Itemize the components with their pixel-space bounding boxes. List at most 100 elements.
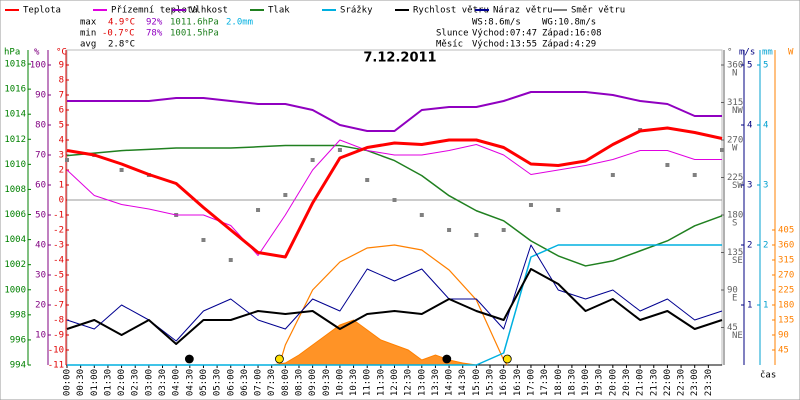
legend-label: Náraz větru [493,6,553,16]
legend-label: Přízemní teplota [111,6,198,16]
y-tick-label: 996 [10,335,26,345]
y-tick-label: 405 [778,226,794,236]
wind-speed: WS:8.6m/s [472,18,521,28]
direction-point [474,233,479,237]
y-tick-label: 2 [763,241,768,251]
x-tick-label: 15:00 [472,369,482,396]
x-axis-label: čas [760,370,776,381]
x-tick-label: 10:00 [335,369,345,396]
x-tick-label: 13:00 [417,369,427,396]
direction-point [65,158,69,162]
x-tick-label: 10:30 [349,369,359,396]
y-tick-label: 7 [59,91,64,101]
direction-point [283,193,288,197]
y-tick-label: 270 [727,136,743,146]
y-tick-label: 6 [59,106,64,116]
x-tick-label: 22:30 [677,369,687,396]
x-tick-label: 05:00 [199,369,209,396]
compass-label: E [732,294,737,304]
y-tick-label: -11 [48,361,64,371]
y-tick-label: 1010 [4,160,26,170]
x-tick-label: 06:30 [240,369,250,396]
axis-unit: ° [727,48,732,58]
direction-point [119,168,124,172]
moon-set: Západ:4:29 [542,40,596,50]
x-tick-label: 15:30 [486,369,496,396]
wind-gust: WG:10.8m/s [542,18,596,28]
x-tick-label: 12:30 [404,369,414,396]
y-tick-label: 10 [35,331,46,341]
direction-point [501,228,506,232]
direction-point [419,213,424,217]
y-tick-label: 1018 [4,60,26,70]
x-tick-label: 13:30 [431,369,441,396]
legend-label: Teplota [23,6,61,16]
y-tick-label: -3 [53,241,64,251]
y-tick-label: 135 [727,248,743,258]
x-tick-label: 22:00 [663,369,673,396]
x-tick-label: 23:00 [690,369,700,396]
x-tick-label: 18:30 [567,369,577,396]
y-tick-label: 45 [727,323,738,333]
series-line [66,268,723,345]
axis-unit: % [34,48,40,58]
x-tick-label: 04:00 [172,369,182,396]
y-tick-label: -6 [53,286,64,296]
y-tick-label: 1014 [4,110,26,120]
x-tick-label: 09:00 [308,369,318,396]
y-tick-label: 180 [778,301,794,311]
y-tick-label: 5 [59,121,64,131]
y-tick-label: 5 [763,61,768,71]
x-tick-label: 20:30 [622,369,632,396]
compass-label: S [732,219,737,229]
compass-label: N [732,69,737,79]
y-tick-label: 3 [59,151,64,161]
compass-label: SE [732,256,743,266]
moon-rise: Východ:13:55 [472,40,537,50]
y-tick-label: 1 [763,301,768,311]
y-tick-label: 225 [727,173,743,183]
sun-set-marker [502,354,512,364]
direction-point [692,173,697,177]
y-tick-label: 1006 [4,210,26,220]
compass-label: SW [732,181,743,191]
y-tick-label: 1004 [4,235,26,245]
y-tick-label: 20 [35,301,46,311]
x-tick-label: 16:00 [499,369,509,396]
direction-point [201,238,206,242]
x-tick-label: 06:00 [226,369,236,396]
direction-point [310,158,315,162]
y-tick-label: 2 [747,241,752,251]
sun-label: Slunce [436,29,469,39]
x-tick-label: 02:30 [131,369,141,396]
x-tick-label: 01:00 [90,369,100,396]
legend-label: Rychlost větru [413,6,489,16]
y-tick-label: 1008 [4,185,26,195]
x-tick-label: 17:30 [540,369,550,396]
x-tick-label: 09:30 [322,369,332,396]
y-tick-label: 0 [59,196,64,206]
y-tick-label: 50 [35,211,46,221]
y-tick-label: 135 [778,316,794,326]
x-tick-label: 19:30 [595,369,605,396]
x-tick-label: 08:00 [281,369,291,396]
y-tick-label: 4 [763,121,768,131]
x-tick-label: 02:00 [117,369,127,396]
y-tick-label: 225 [778,286,794,296]
compass-label: W [732,144,738,154]
y-tick-label: -2 [53,226,64,236]
x-tick-label: 11:30 [376,369,386,396]
x-tick-label: 21:00 [636,369,646,396]
axis-unit: mm [762,48,773,58]
stats-pressure: 1011.6hPa [170,18,219,28]
y-tick-label: 60 [35,181,46,191]
y-tick-label: 180 [727,211,743,221]
y-tick-label: 360 [727,61,743,71]
x-tick-label: 21:30 [649,369,659,396]
stats-label: max [80,18,97,28]
direction-point [610,173,615,177]
x-tick-label: 14:00 [445,369,455,396]
direction-point [720,148,724,152]
y-tick-label: 1012 [4,135,26,145]
